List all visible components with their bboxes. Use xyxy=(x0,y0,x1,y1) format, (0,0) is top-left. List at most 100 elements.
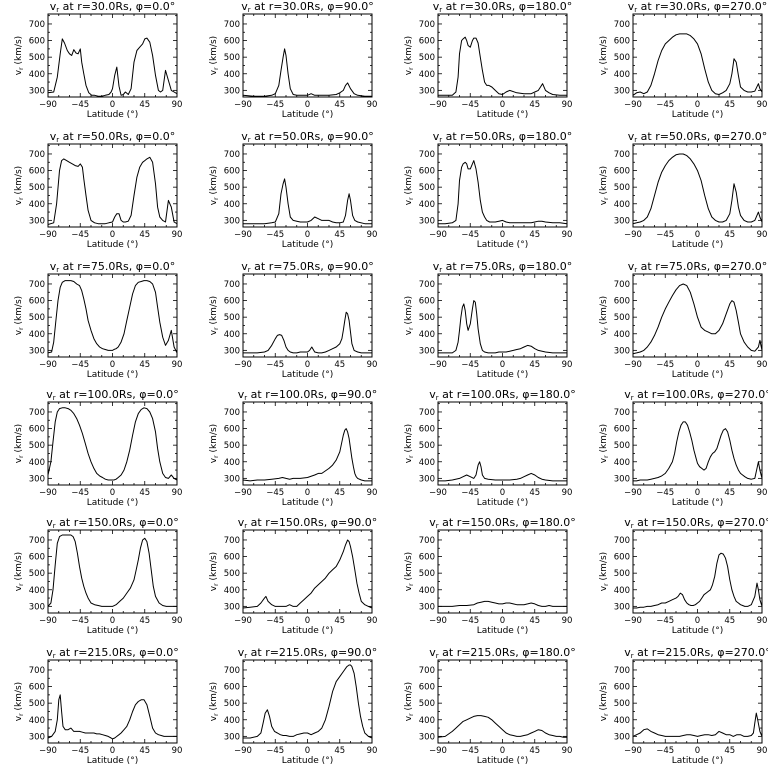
y-tick-label: 500 xyxy=(419,313,435,323)
plot-frame xyxy=(437,401,568,486)
x-tick-label: −90 xyxy=(624,488,642,498)
panel-title: vr at r=30.0Rs, φ=180.0° xyxy=(433,0,573,14)
x-tick-label: −90 xyxy=(624,746,642,756)
plot-frame xyxy=(47,273,178,358)
x-tick-label: −90 xyxy=(234,360,252,370)
y-tick-label: 500 xyxy=(224,441,240,451)
x-tick-label: 90 xyxy=(367,746,378,756)
panel-r100.0-phi0.0: vr at r=100.0Rs, φ=0.0° −90 −45 0 45 90 300 400… xyxy=(14,388,182,508)
y-tick-label: 300 xyxy=(29,86,45,96)
y-tick-label: 400 xyxy=(224,200,240,210)
x-tick-label: 90 xyxy=(562,100,573,110)
panel-title: vr at r=30.0Rs, φ=270.0° xyxy=(628,0,768,14)
y-tick-label: 400 xyxy=(224,70,240,80)
panel-title: vr at r=75.0Rs, φ=270.0° xyxy=(628,260,768,274)
plot-frame xyxy=(242,659,373,744)
y-tick-label: 500 xyxy=(224,53,240,63)
y-tick-label: 500 xyxy=(614,699,630,709)
x-tick-label: 45 xyxy=(139,616,150,626)
x-tick-label: 0 xyxy=(695,100,700,110)
y-axis-label: vr (km/s) xyxy=(209,166,220,205)
x-tick-label: 45 xyxy=(334,746,345,756)
vr-curve xyxy=(633,552,763,609)
y-tick-label: 700 xyxy=(29,666,45,676)
x-tick-label: 0 xyxy=(695,230,700,240)
y-tick-label: 400 xyxy=(614,458,630,468)
y-tick-label: 700 xyxy=(419,666,435,676)
y-axis-label: vr (km/s) xyxy=(599,166,610,205)
y-tick-label: 400 xyxy=(419,716,435,726)
x-axis-label: Latitude (°) xyxy=(282,498,333,508)
x-tick-label: 45 xyxy=(139,360,150,370)
y-tick-label: 500 xyxy=(419,53,435,63)
y-axis-label: vr (km/s) xyxy=(14,36,25,75)
y-tick-label: 500 xyxy=(29,441,45,451)
y-tick-label: 300 xyxy=(224,346,240,356)
panel-r30.0-phi90.0: vr at r=30.0Rs, φ=90.0° −90 −45 0 45 90 300 400… xyxy=(209,0,377,120)
y-tick-label: 700 xyxy=(614,20,630,30)
y-tick-label: 300 xyxy=(224,216,240,226)
y-axis-label: vr (km/s) xyxy=(14,682,25,721)
y-tick-label: 500 xyxy=(224,569,240,579)
panel-title: vr at r=75.0Rs, φ=180.0° xyxy=(433,260,573,274)
y-tick-label: 400 xyxy=(29,200,45,210)
x-tick-label: 45 xyxy=(139,488,150,498)
y-tick-label: 600 xyxy=(29,167,45,177)
x-tick-label: 90 xyxy=(757,360,768,370)
vr-curve xyxy=(47,156,178,225)
x-tick-label: −90 xyxy=(234,230,252,240)
y-tick-label: 700 xyxy=(419,20,435,30)
x-tick-label: 90 xyxy=(367,488,378,498)
x-tick-label: −90 xyxy=(429,616,447,626)
panel-r30.0-phi270.0: vr at r=30.0Rs, φ=270.0° −90 −45 0 45 90 300 40… xyxy=(599,0,767,120)
x-tick-label: −45 xyxy=(461,616,479,626)
y-tick-label: 300 xyxy=(614,346,630,356)
x-tick-label: −45 xyxy=(71,100,89,110)
x-tick-label: −90 xyxy=(429,746,447,756)
y-tick-label: 300 xyxy=(419,216,435,226)
x-tick-label: −45 xyxy=(71,230,89,240)
x-tick-label: 0 xyxy=(110,488,115,498)
panel-title: vr at r=100.0Rs, φ=90.0° xyxy=(238,388,378,402)
y-tick-label: 700 xyxy=(419,280,435,290)
x-tick-label: −90 xyxy=(429,488,447,498)
x-tick-label: −90 xyxy=(624,616,642,626)
x-tick-label: −45 xyxy=(656,746,674,756)
panel-title: vr at r=150.0Rs, φ=180.0° xyxy=(429,516,576,530)
y-axis-label: vr (km/s) xyxy=(599,424,610,463)
x-tick-label: 0 xyxy=(500,746,505,756)
y-tick-label: 400 xyxy=(419,70,435,80)
panel-title: vr at r=50.0Rs, φ=0.0° xyxy=(50,130,176,144)
panel-title: vr at r=50.0Rs, φ=90.0° xyxy=(241,130,374,144)
y-tick-label: 700 xyxy=(29,20,45,30)
x-tick-label: −45 xyxy=(71,616,89,626)
vr-curve xyxy=(243,311,372,354)
y-tick-label: 300 xyxy=(614,732,630,742)
y-tick-label: 600 xyxy=(614,297,630,307)
vr-curve xyxy=(438,36,567,96)
x-axis-label: Latitude (°) xyxy=(282,756,333,766)
x-tick-label: 0 xyxy=(305,230,310,240)
panel-r50.0-phi90.0: vr at r=50.0Rs, φ=90.0° −90 −45 0 45 90 300 400… xyxy=(209,130,377,250)
x-axis-label: Latitude (°) xyxy=(87,756,138,766)
plot-frame xyxy=(632,13,763,98)
y-tick-label: 300 xyxy=(224,86,240,96)
x-tick-label: 45 xyxy=(529,230,540,240)
y-tick-label: 500 xyxy=(224,183,240,193)
y-tick-label: 300 xyxy=(224,474,240,484)
y-axis-label: vr (km/s) xyxy=(14,166,25,205)
x-tick-label: −45 xyxy=(266,746,284,756)
panel-r30.0-phi180.0: vr at r=30.0Rs, φ=180.0° −90 −45 0 45 90 300 40… xyxy=(404,0,572,120)
y-tick-label: 500 xyxy=(29,183,45,193)
x-axis-label: Latitude (°) xyxy=(477,110,528,120)
y-tick-label: 400 xyxy=(614,200,630,210)
y-tick-label: 300 xyxy=(614,86,630,96)
x-tick-label: 0 xyxy=(305,360,310,370)
x-tick-label: 0 xyxy=(695,488,700,498)
vr-curve xyxy=(632,153,763,225)
y-axis-label: vr (km/s) xyxy=(209,424,220,463)
y-tick-label: 700 xyxy=(224,150,240,160)
panel-title: vr at r=100.0Rs, φ=0.0° xyxy=(46,388,179,402)
x-tick-label: 90 xyxy=(562,746,573,756)
y-axis-label: vr (km/s) xyxy=(599,36,610,75)
